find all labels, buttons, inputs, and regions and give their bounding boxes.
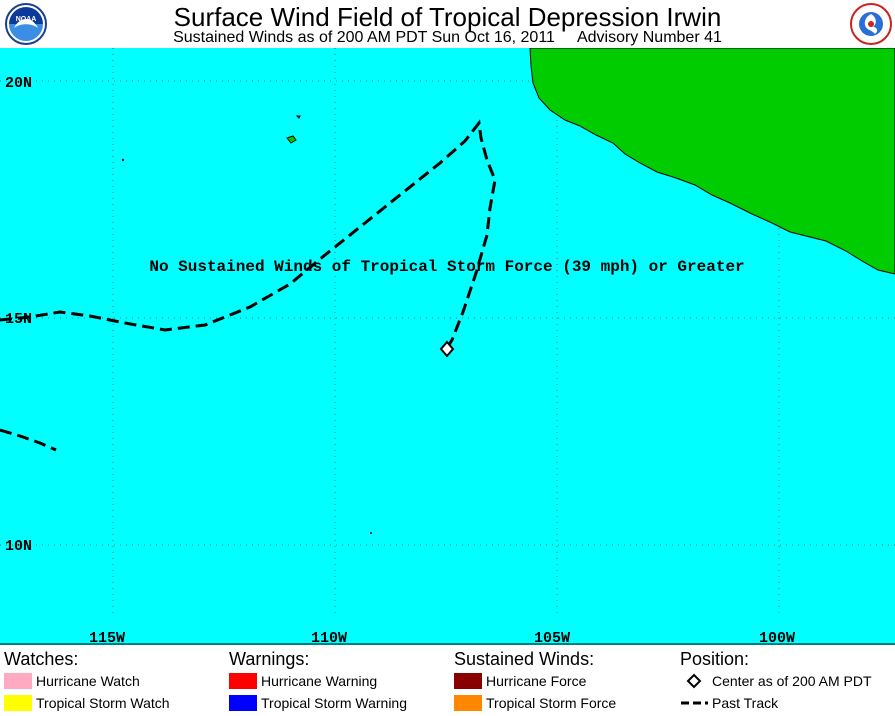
hurricane-watch-swatch — [4, 673, 32, 689]
noaa-logo-icon: NOAA — [5, 3, 47, 45]
legend-watches: Watches: Hurricane Watch Tropical Storm … — [4, 649, 224, 711]
header: NOAA Surface Wind Field of Tropical Depr… — [0, 0, 895, 48]
legend-position: Position: Center as of 200 AM PDT Past T… — [680, 649, 892, 711]
legend-warnings-heading: Warnings: — [229, 649, 310, 669]
lat-label-15n: 15N — [5, 311, 32, 328]
dashed-line-icon — [681, 701, 708, 705]
socorro-island — [286, 135, 297, 144]
lat-label-20n: 20N — [5, 75, 32, 92]
legend-sustained-winds: Sustained Winds: Hurricane Force Tropica… — [454, 649, 674, 711]
legend-item-label: Tropical Storm Watch — [36, 695, 170, 711]
no-winds-message: No Sustained Winds of Tropical Storm For… — [149, 258, 744, 276]
tropical-storm-watch-swatch — [4, 695, 32, 711]
legend-position-heading: Position: — [680, 649, 750, 669]
map-title: Surface Wind Field of Tropical Depressio… — [173, 2, 722, 32]
map-subtitle: Sustained Winds as of 200 AM PDT Sun Oct… — [0, 28, 895, 48]
hurricane-force-swatch — [454, 673, 482, 689]
legend-watches-heading: Watches: — [4, 649, 79, 669]
subtitle-text: Sustained Winds as of 200 AM PDT Sun Oct… — [173, 29, 555, 46]
legend-item-label: Tropical Storm Force — [486, 695, 617, 711]
legend-item-label: Hurricane Warning — [261, 673, 378, 689]
legend-item-label: Past Track — [712, 695, 779, 711]
diamond-icon — [686, 673, 702, 689]
storm-center-marker — [439, 340, 455, 358]
lon-label-115w: 115W — [89, 630, 125, 645]
previous-track-segment — [0, 428, 57, 452]
legend-item-label: Hurricane Force — [486, 673, 587, 689]
hurricane-warning-swatch — [229, 673, 257, 689]
tropical-storm-warning-swatch — [229, 695, 257, 711]
lon-label-110w: 110W — [311, 630, 347, 645]
past-track-line — [0, 119, 497, 349]
tropical-storm-force-swatch — [454, 695, 482, 711]
mexico-coast-land — [529, 48, 895, 275]
map-canvas: No Sustained Winds of Tropical Storm For… — [0, 48, 895, 645]
clarion-island — [121, 158, 125, 162]
svg-text:NOAA: NOAA — [16, 16, 37, 23]
legend-item-label: Center as of 200 AM PDT — [712, 673, 872, 689]
grid — [0, 48, 895, 618]
lat-label-10n: 10N — [5, 538, 32, 555]
lon-label-105w: 105W — [534, 630, 570, 645]
nws-logo-icon — [850, 3, 892, 45]
legend-item-label: Hurricane Watch — [36, 673, 140, 689]
advisory-number: Advisory Number 41 — [576, 29, 722, 46]
legend: Watches: Hurricane Watch Tropical Storm … — [0, 645, 895, 716]
legend-warnings: Warnings: Hurricane Warning Tropical Sto… — [229, 649, 449, 711]
legend-item-label: Tropical Storm Warning — [261, 695, 408, 711]
clipperton-island — [370, 532, 372, 534]
san-benedicto-island — [295, 115, 301, 119]
lon-label-100w: 100W — [759, 630, 795, 645]
legend-winds-heading: Sustained Winds: — [454, 649, 595, 669]
